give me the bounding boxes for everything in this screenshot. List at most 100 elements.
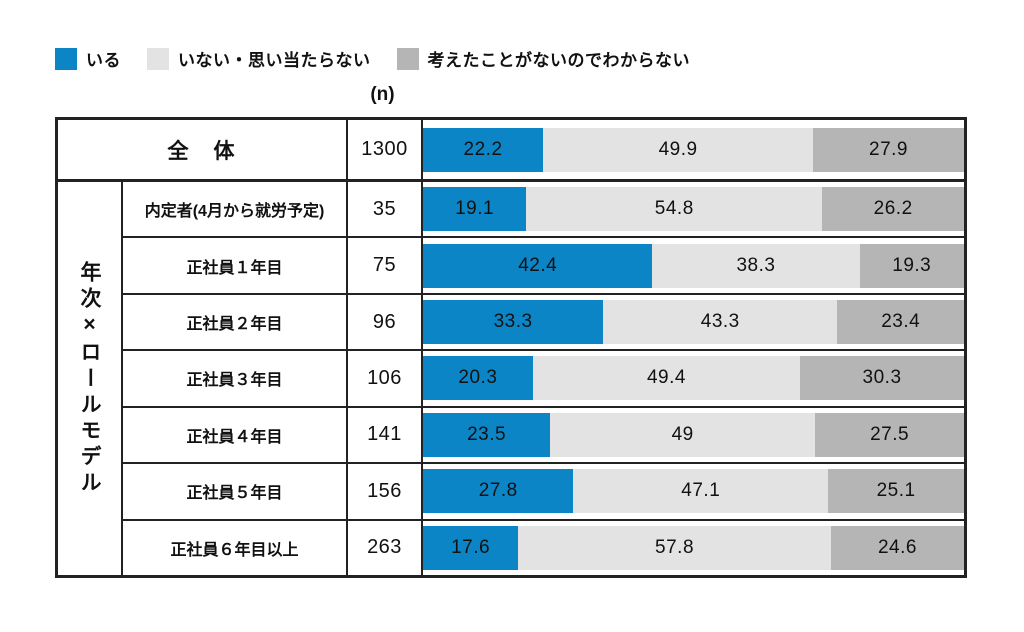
segment-value: 49.9	[658, 138, 698, 160]
table-row: 正社員２年目 96 33.3 43.3 23.4	[123, 294, 964, 352]
legend-label: いる	[86, 51, 121, 70]
bar-segment-inai: 49.9	[543, 127, 814, 172]
segment-value: 54.8	[654, 198, 694, 220]
row-n-value: 1300	[348, 120, 423, 179]
bar-segment-iru: 33.3	[423, 300, 604, 345]
row-label: 正社員１年目	[123, 238, 348, 293]
bar-segment-inai: 43.3	[603, 300, 838, 345]
bar-segment-wakaranai: 27.5	[815, 412, 964, 457]
row-n-value: 96	[348, 294, 423, 350]
bar-cell: 42.4 38.3 19.3	[423, 238, 964, 292]
segment-value: 27.9	[869, 138, 908, 160]
row-label: 内定者(4月から就労予定)	[123, 182, 348, 237]
legend-label: いない・思い当たらない	[178, 51, 371, 70]
row-n-value: 106	[348, 351, 423, 406]
table-row: 正社員１年目 75 42.4 38.3 19.3	[123, 238, 964, 295]
segment-value: 19.1	[455, 198, 495, 220]
segment-value: 47.1	[681, 480, 721, 502]
table-row-total: 全 体 1300 22.2 49.9 27.9	[58, 120, 964, 182]
segment-value: 22.2	[463, 138, 503, 160]
bar-segment-wakaranai: 30.3	[800, 356, 964, 401]
row-n-value: 141	[348, 407, 423, 463]
group-label-vertical: 年次×ロールモデル	[78, 260, 101, 497]
table-body: 年次×ロールモデル 内定者(4月から就労予定) 35 19.1 54.8 26.…	[58, 182, 964, 575]
bar-segment-wakaranai: 23.4	[837, 300, 964, 345]
segment-value: 49.4	[646, 367, 686, 389]
row-label: 正社員４年目	[123, 407, 348, 463]
stacked-bar: 22.2 49.9 27.9	[423, 127, 964, 172]
segment-value: 27.5	[870, 423, 910, 445]
table-row: 内定者(4月から就労予定) 35 19.1 54.8 26.2	[123, 182, 964, 239]
bar-segment-iru: 17.6	[423, 525, 519, 570]
bar-segment-iru: 22.2	[423, 127, 544, 172]
bar-segment-wakaranai: 24.6	[830, 525, 964, 570]
segment-value: 23.5	[467, 423, 507, 445]
segment-value: 19.3	[892, 254, 932, 276]
table-row: 正社員５年目 156 27.8 47.1 25.1	[123, 464, 964, 521]
row-n-value: 75	[348, 238, 423, 293]
row-label: 正社員６年目以上	[123, 520, 348, 575]
row-label: 正社員５年目	[123, 464, 348, 519]
stacked-bar: 19.1 54.8 26.2	[423, 187, 964, 232]
bar-segment-inai: 49	[550, 412, 816, 457]
segment-value: 30.3	[862, 367, 902, 389]
bar-segment-iru: 20.3	[423, 356, 533, 401]
segment-value: 42.4	[518, 254, 558, 276]
row-label: 正社員２年目	[123, 294, 348, 350]
segment-value: 23.4	[881, 311, 921, 333]
bar-cell: 33.3 43.3 23.4	[423, 295, 964, 349]
legend-item-iru: いる	[55, 46, 121, 71]
segment-value: 33.3	[493, 311, 533, 333]
segment-value: 43.3	[700, 311, 740, 333]
stacked-bar: 33.3 43.3 23.4	[423, 300, 964, 345]
legend-swatch-gray	[396, 47, 419, 70]
results-table: 全 体 1300 22.2 49.9 27.9 年次×ロールモデル 内定者(4月…	[55, 117, 967, 578]
bar-cell: 23.5 49 27.5	[423, 408, 964, 462]
segment-value: 57.8	[655, 536, 695, 558]
segment-value: 27.8	[478, 480, 518, 502]
row-n-value: 263	[348, 520, 423, 575]
body-rows: 内定者(4月から就労予定) 35 19.1 54.8 26.2 正社員１年目 7…	[123, 182, 964, 575]
bar-cell: 27.8 47.1 25.1	[423, 464, 964, 518]
segment-value: 24.6	[877, 536, 917, 558]
bar-segment-iru: 42.4	[423, 243, 653, 288]
bar-cell: 17.6 57.8 24.6	[423, 521, 964, 575]
row-n-value: 35	[348, 182, 423, 237]
n-column-header: (n)	[370, 84, 395, 105]
bar-segment-inai: 38.3	[652, 243, 860, 288]
table-row: 正社員６年目以上 263 17.6 57.8 24.6	[123, 520, 964, 575]
legend-swatch-lightgray	[147, 47, 169, 70]
legend-label: 考えたことがないのでわからない	[427, 51, 690, 70]
stacked-bar: 27.8 47.1 25.1	[423, 469, 964, 514]
row-label-total: 全 体	[58, 120, 348, 179]
legend: いる いない・思い当たらない 考えたことがないのでわからない	[55, 46, 690, 71]
segment-value: 26.2	[873, 198, 913, 220]
segment-value: 49	[671, 423, 694, 445]
stacked-bar: 20.3 49.4 30.3	[423, 356, 964, 401]
segment-value: 20.3	[458, 367, 498, 389]
bar-segment-iru: 27.8	[423, 469, 574, 514]
segment-value: 38.3	[736, 254, 776, 276]
table-row: 正社員３年目 106 20.3 49.4 30.3	[123, 351, 964, 408]
segment-value: 17.6	[451, 536, 491, 558]
stacked-bar: 42.4 38.3 19.3	[423, 243, 964, 288]
bar-segment-iru: 23.5	[423, 412, 551, 457]
legend-swatch-blue	[55, 47, 77, 70]
group-column: 年次×ロールモデル	[58, 182, 123, 575]
bar-cell: 19.1 54.8 26.2	[423, 182, 964, 236]
bar-segment-inai: 54.8	[526, 187, 823, 232]
bar-segment-inai: 47.1	[573, 469, 829, 514]
segment-value: 25.1	[876, 480, 916, 502]
bar-segment-wakaranai: 25.1	[828, 469, 964, 514]
bar-segment-wakaranai: 26.2	[822, 187, 964, 232]
bar-cell: 22.2 49.9 27.9	[423, 120, 964, 179]
table-row: 正社員４年目 141 23.5 49 27.5	[123, 407, 964, 465]
bar-segment-inai: 57.8	[518, 525, 831, 570]
bar-segment-iru: 19.1	[423, 187, 527, 232]
bar-segment-wakaranai: 27.9	[813, 127, 964, 172]
stacked-bar: 17.6 57.8 24.6	[423, 525, 964, 570]
legend-item-inai: いない・思い当たらない	[147, 46, 371, 71]
row-n-value: 156	[348, 464, 423, 519]
stacked-bar: 23.5 49 27.5	[423, 412, 964, 457]
